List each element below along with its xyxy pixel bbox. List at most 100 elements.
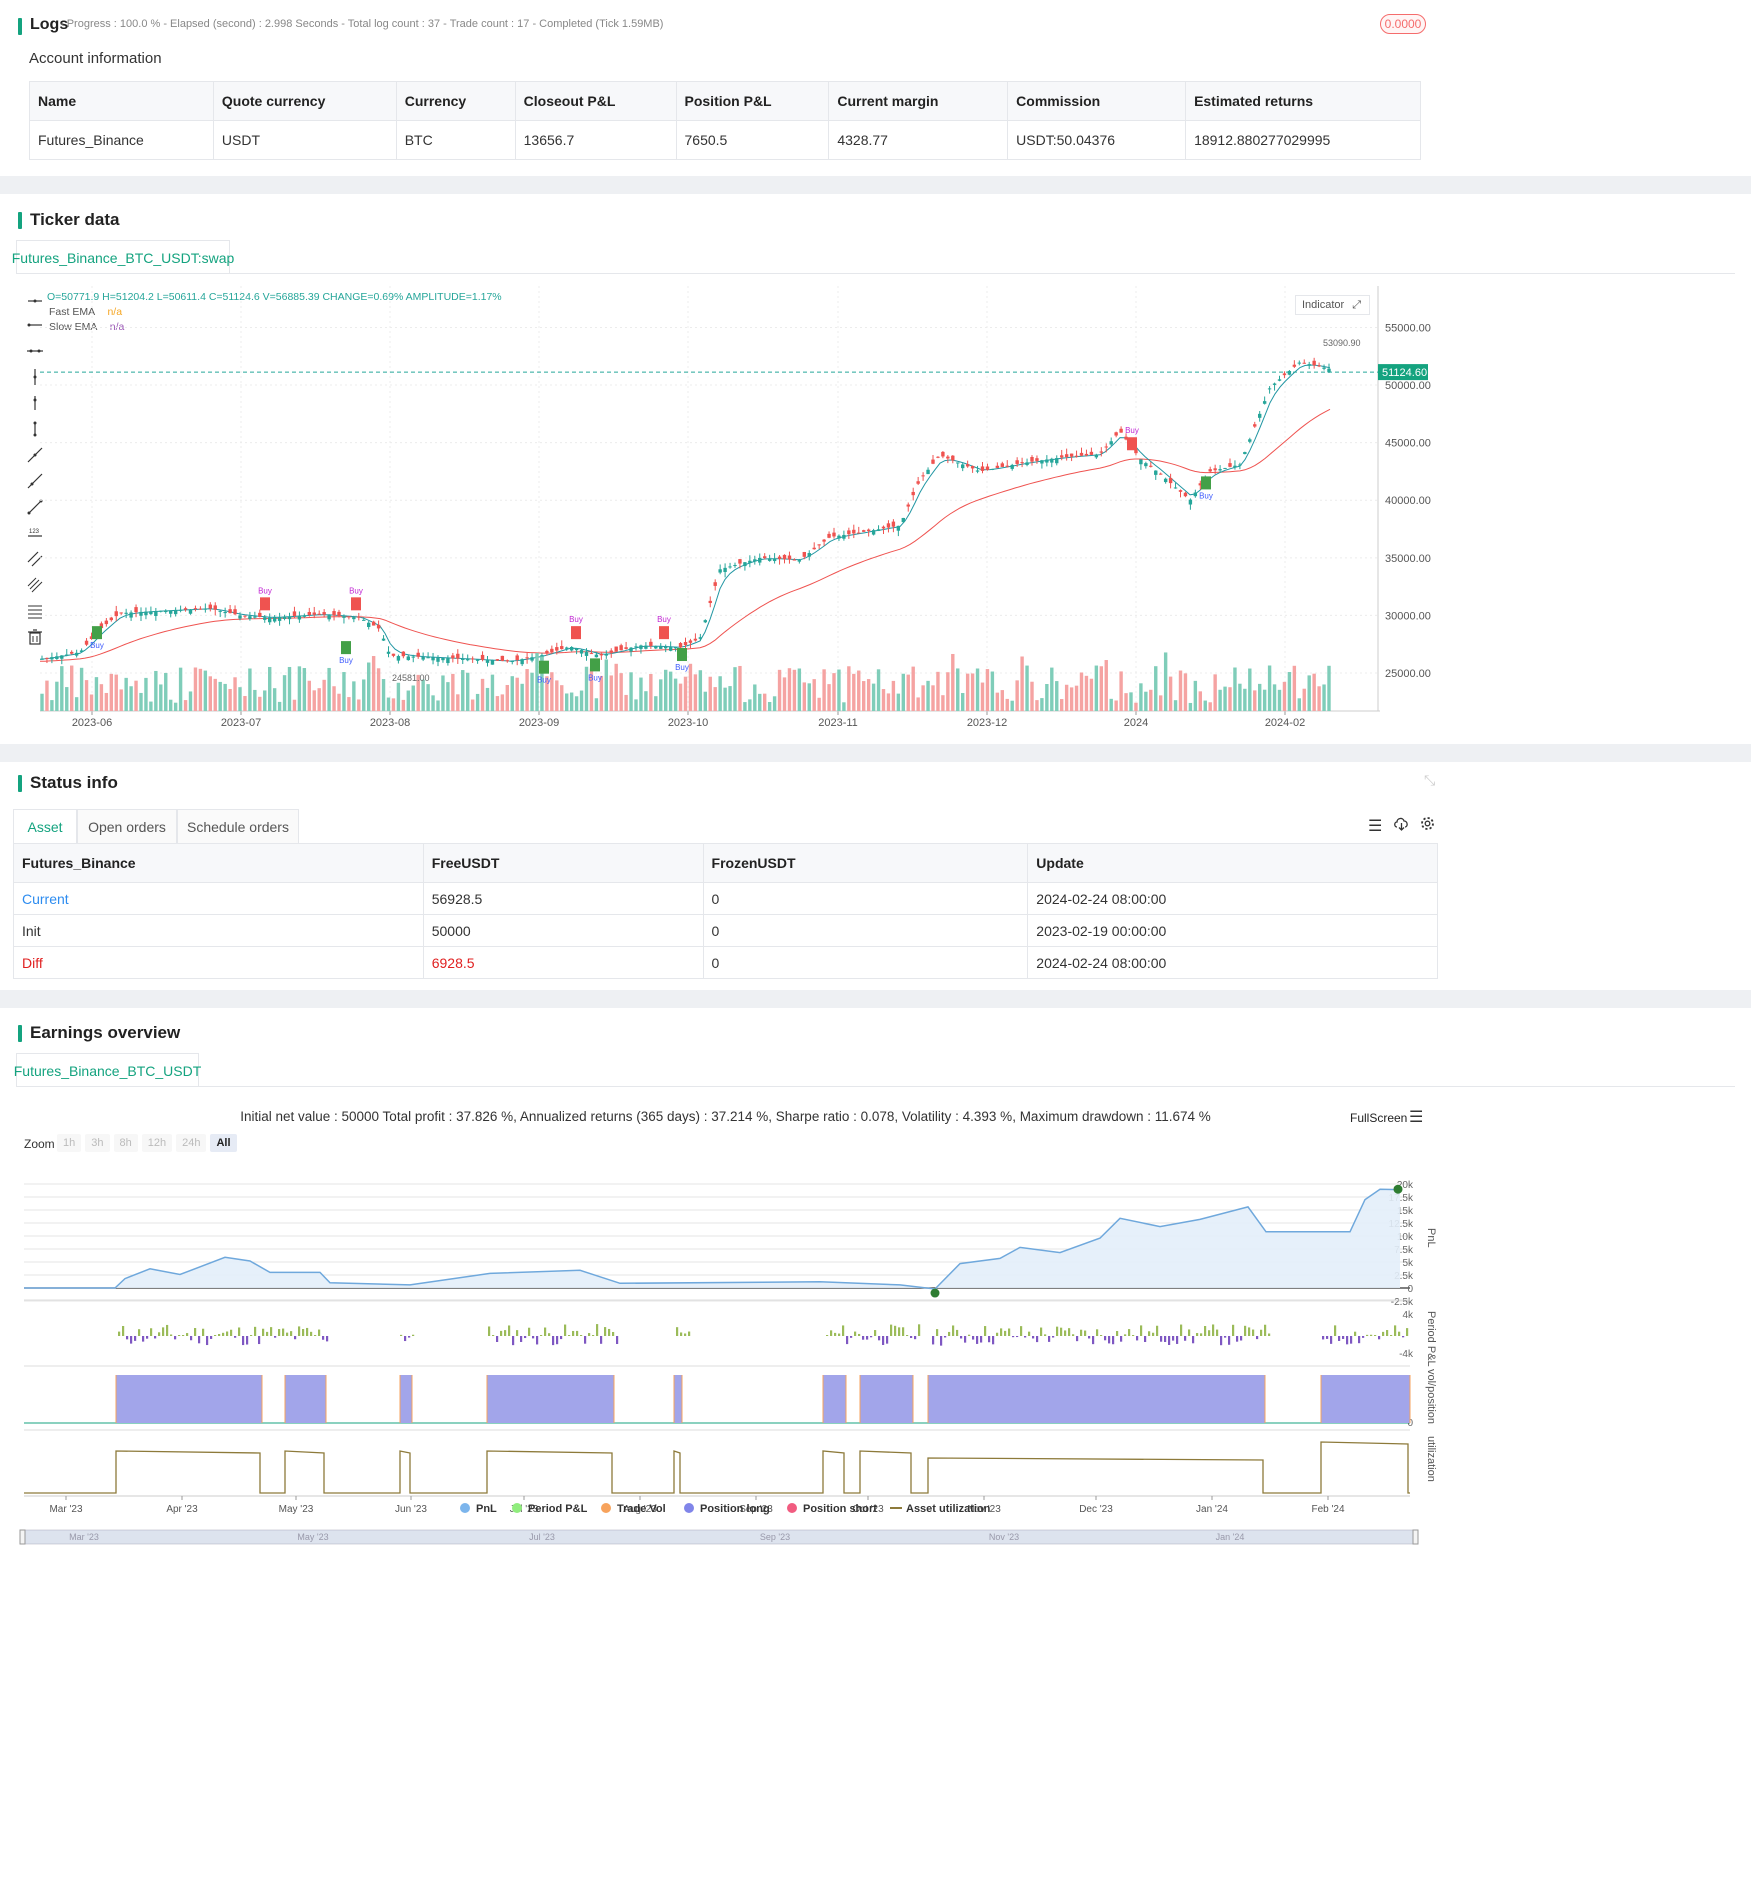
candle-body bbox=[693, 638, 698, 641]
period-bar bbox=[850, 1336, 853, 1338]
horizontal-lines-icon[interactable] bbox=[26, 602, 44, 620]
legend-swatch bbox=[787, 1503, 797, 1513]
period-bar bbox=[258, 1336, 261, 1345]
volume-bar bbox=[1000, 690, 1004, 711]
candle-body bbox=[386, 651, 391, 654]
vertical-line-icon[interactable] bbox=[26, 368, 44, 386]
volume-bar bbox=[782, 677, 787, 711]
volume-bar bbox=[456, 694, 460, 711]
tab-schedule-orders[interactable]: Schedule orders bbox=[177, 809, 299, 843]
asset-col-header: Futures_Binance bbox=[13, 843, 424, 883]
period-bar bbox=[890, 1324, 893, 1336]
status-close-icon[interactable]: ⤡ bbox=[1424, 772, 1436, 788]
candle-body bbox=[1079, 452, 1084, 456]
candle-body bbox=[569, 647, 574, 651]
volume-bar bbox=[688, 663, 693, 711]
indicator-button[interactable]: Indicator ⤢ bbox=[1295, 295, 1370, 315]
volume-bar bbox=[535, 652, 539, 711]
candle-body bbox=[1262, 401, 1267, 404]
cloud-download-icon[interactable] bbox=[1393, 816, 1410, 831]
volume-bar bbox=[629, 672, 633, 711]
period-bar bbox=[202, 1328, 205, 1336]
zoom-button[interactable]: 8h bbox=[113, 1134, 138, 1152]
list-icon[interactable]: ☰ bbox=[1368, 818, 1383, 835]
horizontal-ray-icon[interactable] bbox=[26, 316, 44, 334]
candle-body bbox=[1277, 379, 1282, 381]
period-bar bbox=[838, 1333, 841, 1336]
candle-body bbox=[862, 530, 866, 532]
tab-open-orders[interactable]: Open orders bbox=[77, 809, 177, 843]
asset-cell: 50000 bbox=[423, 914, 704, 947]
tab-ticker-symbol[interactable]: Futures_Binance_BTC_USDT:swap bbox=[12, 240, 234, 274]
price-label-icon[interactable]: 123 bbox=[26, 524, 44, 542]
period-bar bbox=[1240, 1336, 1243, 1341]
fullscreen-button[interactable]: FullScreen bbox=[1350, 1111, 1408, 1125]
volume-bar bbox=[1193, 680, 1198, 711]
axis-title: Period P&L bbox=[1425, 1311, 1437, 1367]
zoom-button[interactable]: 3h bbox=[85, 1134, 110, 1152]
candlestick-chart[interactable]: 55000.00 50000.00 45000.00 40000.00 35000.00… bbox=[40, 286, 1440, 736]
extended-line-icon[interactable] bbox=[26, 342, 44, 360]
period-bar bbox=[1080, 1329, 1083, 1336]
candle-body bbox=[1282, 373, 1287, 376]
period-bar bbox=[894, 1325, 897, 1336]
volume-bar bbox=[1015, 680, 1019, 711]
volume-bar bbox=[911, 666, 915, 711]
legend-swatch bbox=[512, 1503, 522, 1513]
menu-icon[interactable]: ☰ bbox=[1409, 1109, 1424, 1126]
candle-body bbox=[1223, 467, 1227, 469]
volume-bar bbox=[866, 679, 871, 711]
period-bar bbox=[1092, 1336, 1095, 1345]
candle-body bbox=[475, 659, 480, 661]
volume-bar bbox=[1203, 700, 1207, 711]
candle-body bbox=[50, 657, 54, 660]
navigator-handle-left bbox=[19, 1529, 26, 1545]
x-tick-label: Sep '23 bbox=[739, 1504, 773, 1515]
period-bar bbox=[918, 1324, 921, 1336]
zoom-button[interactable]: 1h bbox=[57, 1134, 82, 1152]
table-row: Init 50000 0 2023-02-19 00:00:00 bbox=[13, 914, 1438, 947]
period-bar bbox=[134, 1336, 137, 1341]
candle-body bbox=[84, 640, 89, 645]
volume-bar bbox=[421, 679, 425, 711]
pnl-tick-label: -2.5k bbox=[1391, 1297, 1414, 1308]
expand-icon[interactable]: ⤢ bbox=[1352, 298, 1362, 311]
trash-icon[interactable] bbox=[26, 628, 44, 646]
candle-body bbox=[495, 659, 500, 661]
candle-body bbox=[173, 610, 178, 615]
ray-line-icon[interactable] bbox=[26, 472, 44, 490]
tab-earnings-symbol[interactable]: Futures_Binance_BTC_USDT bbox=[14, 1053, 201, 1087]
candle-body bbox=[505, 660, 509, 662]
candle-body bbox=[921, 475, 925, 477]
vertical-segment-icon[interactable] bbox=[26, 420, 44, 438]
horizontal-line-icon[interactable] bbox=[26, 292, 44, 310]
candle-body bbox=[391, 653, 396, 656]
fibonacci-icon[interactable] bbox=[26, 576, 44, 594]
candle-body bbox=[970, 466, 975, 469]
asset-col-header: FrozenUSDT bbox=[703, 843, 1029, 883]
account-col-header: Name bbox=[29, 81, 214, 121]
tab-asset[interactable]: Asset bbox=[13, 809, 77, 843]
x-tick-label: Jan '24 bbox=[1196, 1504, 1228, 1515]
period-bar bbox=[548, 1333, 551, 1336]
candle-body bbox=[951, 455, 955, 461]
candle-body bbox=[525, 657, 529, 659]
period-bar bbox=[846, 1336, 849, 1345]
zoom-button[interactable]: All bbox=[210, 1134, 237, 1152]
earnings-chart[interactable]: 20k 17.5k 15k 12.5k 10k 7.5k 5k 2.5k 0 -2.5k PnL 4k… bbox=[0, 1158, 1451, 1892]
gear-icon[interactable] bbox=[1420, 816, 1435, 831]
candle-body bbox=[367, 622, 371, 627]
candle-body bbox=[931, 459, 935, 464]
vertical-ray-icon[interactable] bbox=[26, 394, 44, 412]
y-tick-label: 35000.00 bbox=[1385, 553, 1431, 565]
volume-bar bbox=[822, 669, 826, 711]
zoom-button[interactable]: 12h bbox=[141, 1134, 173, 1152]
period-bar bbox=[616, 1336, 619, 1345]
volume-bar bbox=[1183, 673, 1188, 711]
volume-bar bbox=[817, 697, 821, 711]
zoom-button[interactable]: 24h bbox=[176, 1134, 207, 1152]
volume-bar bbox=[1258, 683, 1262, 711]
volume-bar bbox=[248, 668, 252, 711]
position-long-block bbox=[674, 1375, 682, 1423]
trend-line-icon[interactable] bbox=[26, 446, 44, 464]
